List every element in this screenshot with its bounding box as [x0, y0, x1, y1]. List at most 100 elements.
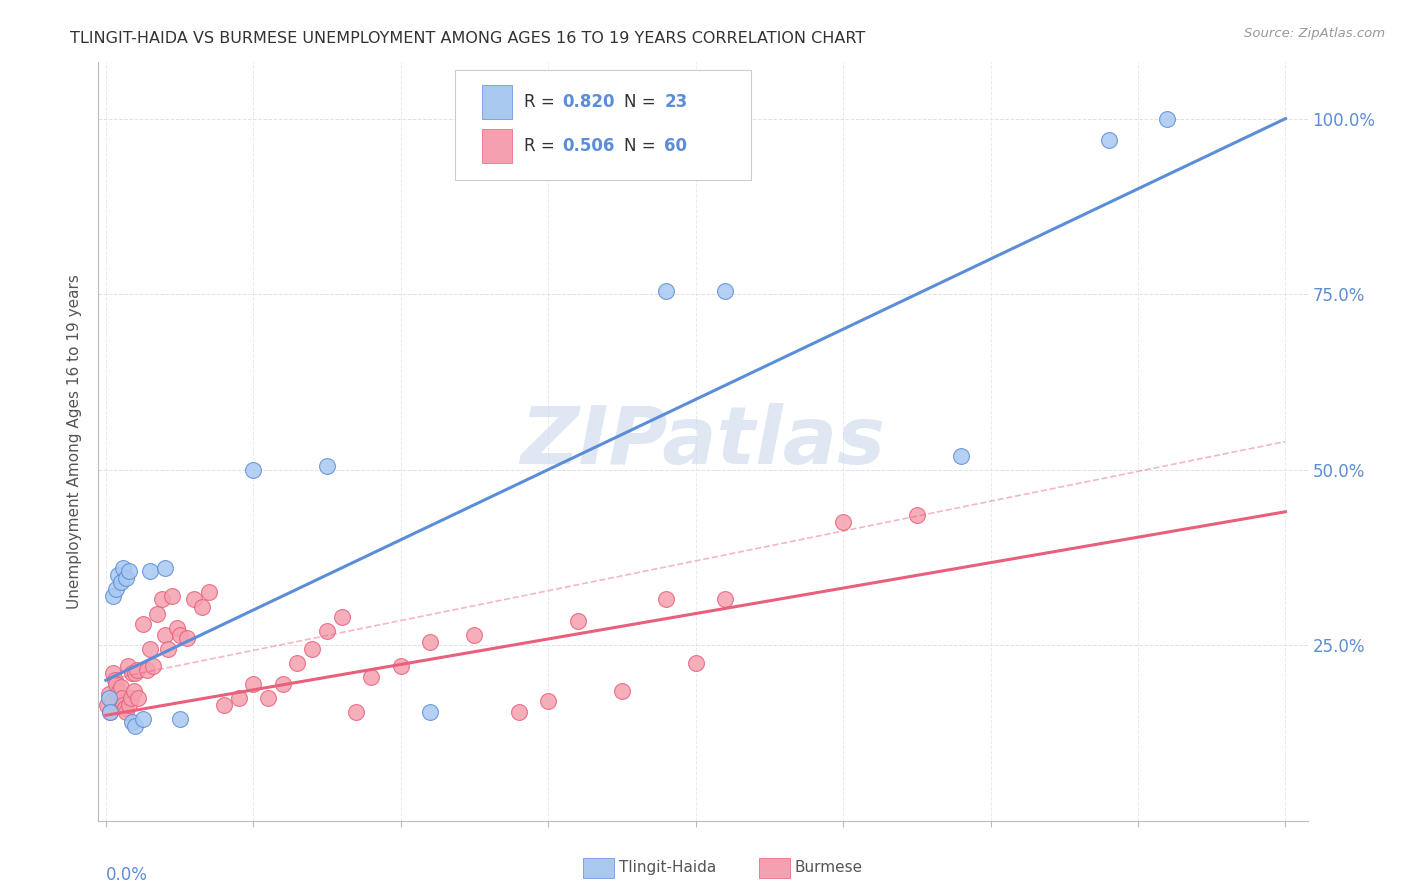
Point [169, 712, 191, 726]
Point [360, 670, 382, 684]
Point [142, 659, 165, 673]
Point [136, 663, 159, 677]
Point [125, 663, 148, 677]
Point [153, 627, 176, 641]
Point [183, 592, 205, 607]
Point [537, 694, 560, 708]
Point [97, 690, 120, 705]
Point [104, 673, 127, 688]
Text: Tlingit-Haida: Tlingit-Haida [619, 861, 716, 875]
Point [832, 516, 855, 530]
Point [118, 565, 141, 579]
Point [1156, 112, 1178, 126]
Point [120, 690, 142, 705]
Point [112, 698, 135, 712]
Point [419, 634, 441, 648]
Point [131, 617, 153, 632]
Text: ZIPatlas: ZIPatlas [520, 402, 886, 481]
Point [122, 683, 145, 698]
Text: 23: 23 [664, 94, 688, 112]
Point [139, 641, 162, 656]
Point [146, 607, 169, 621]
Bar [583, 858, 614, 878]
Point [655, 284, 678, 298]
Point [166, 621, 188, 635]
Text: 0.820: 0.820 [562, 94, 616, 112]
Point [98, 705, 121, 719]
Point [105, 582, 128, 596]
Point [242, 677, 264, 691]
Point [212, 698, 235, 712]
Point [330, 610, 353, 624]
Bar [482, 129, 512, 163]
Point [685, 656, 707, 670]
Text: Source: ZipAtlas.com: Source: ZipAtlas.com [1244, 27, 1385, 40]
Point [115, 705, 138, 719]
Point [100, 694, 122, 708]
Point [110, 574, 132, 589]
Point [118, 698, 141, 712]
Point [127, 690, 149, 705]
Point [114, 701, 136, 715]
Point [105, 677, 128, 691]
Point [714, 284, 737, 298]
Point [714, 592, 737, 607]
Point [316, 459, 339, 474]
Point [96, 698, 118, 712]
Point [271, 677, 294, 691]
Point [160, 589, 183, 603]
Text: Burmese: Burmese [794, 861, 862, 875]
Text: N =: N = [624, 94, 661, 112]
Point [124, 666, 146, 681]
Point [508, 705, 530, 719]
Point [131, 712, 153, 726]
Point [97, 687, 120, 701]
Point [115, 571, 138, 585]
Point [117, 659, 139, 673]
Point [101, 666, 124, 681]
Point [107, 568, 129, 582]
Point [107, 690, 129, 705]
Point [121, 715, 143, 730]
Point [98, 705, 121, 719]
Point [176, 631, 198, 645]
Text: N =: N = [624, 137, 661, 155]
Point [198, 585, 221, 599]
Point [287, 656, 309, 670]
Point [228, 690, 250, 705]
Point [150, 592, 173, 607]
Point [124, 719, 146, 733]
Point [950, 449, 973, 463]
Text: 0.0%: 0.0% [105, 866, 148, 884]
Point [111, 690, 134, 705]
Point [190, 599, 212, 614]
Point [108, 683, 131, 698]
Text: R =: R = [524, 94, 560, 112]
Y-axis label: Unemployment Among Ages 16 to 19 years: Unemployment Among Ages 16 to 19 years [67, 274, 83, 609]
Point [301, 641, 323, 656]
Text: 0.506: 0.506 [562, 137, 614, 155]
Point [463, 627, 485, 641]
Text: 60: 60 [664, 137, 688, 155]
Point [242, 462, 264, 476]
Point [316, 624, 339, 639]
Point [257, 690, 280, 705]
Point [101, 589, 124, 603]
Point [153, 561, 176, 575]
Bar [482, 85, 512, 120]
Point [112, 561, 135, 575]
Text: TLINGIT-HAIDA VS BURMESE UNEMPLOYMENT AMONG AGES 16 TO 19 YEARS CORRELATION CHAR: TLINGIT-HAIDA VS BURMESE UNEMPLOYMENT AM… [70, 31, 866, 46]
Point [655, 592, 678, 607]
Point [139, 565, 162, 579]
Point [1097, 133, 1119, 147]
Point [121, 666, 143, 681]
Text: R =: R = [524, 137, 560, 155]
Point [567, 614, 589, 628]
Point [346, 705, 368, 719]
Point [110, 680, 132, 694]
Bar [759, 858, 790, 878]
Point [419, 705, 441, 719]
Point [610, 683, 633, 698]
Point [169, 627, 191, 641]
Point [905, 508, 928, 523]
